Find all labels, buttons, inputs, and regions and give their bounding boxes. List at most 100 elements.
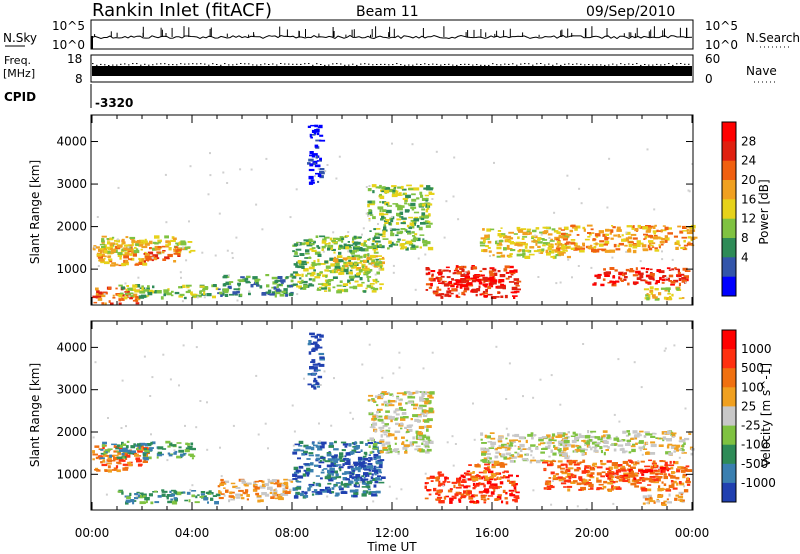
range-gate-cell xyxy=(442,480,446,484)
range-gate-cell xyxy=(440,295,444,299)
range-gate-cell xyxy=(550,436,555,440)
range-gate-cell xyxy=(187,289,191,292)
range-gate-cell xyxy=(330,424,333,427)
range-gate-cell xyxy=(571,226,575,229)
range-gate-cell xyxy=(407,401,414,404)
range-gate-cell xyxy=(261,492,267,496)
range-gate-cell xyxy=(658,466,664,470)
range-gate-cell xyxy=(100,250,103,254)
range-gate-cell xyxy=(328,282,331,286)
range-gate-cell xyxy=(115,287,118,290)
range-gate-cell xyxy=(553,211,556,214)
range-gate-cell xyxy=(639,476,645,480)
range-gate-cell xyxy=(338,457,343,460)
range-gate-cell xyxy=(288,292,294,296)
range-gate-cell xyxy=(428,286,433,289)
range-gate-cell xyxy=(291,404,294,407)
range-gate-cell xyxy=(581,440,585,442)
range-gate-cell xyxy=(489,476,495,479)
range-gate-cell xyxy=(684,281,687,284)
range-gate-cell xyxy=(662,436,667,440)
range-gate-cell xyxy=(671,268,675,271)
range-gate-cell xyxy=(174,491,179,495)
range-gate-cell xyxy=(464,275,470,279)
range-gate-cell xyxy=(306,467,311,472)
range-gate-cell xyxy=(425,440,429,444)
range-gate-cell xyxy=(100,449,104,451)
range-gate-cell xyxy=(232,485,238,489)
range-gate-cell xyxy=(668,473,671,476)
range-gate-cell xyxy=(400,408,407,411)
range-gate-cell xyxy=(373,400,377,403)
range-gate-cell xyxy=(487,293,493,296)
range-gate-cell xyxy=(602,430,608,433)
range-gate-cell xyxy=(625,231,628,234)
range-gate-cell xyxy=(371,259,375,263)
range-gate-cell xyxy=(328,288,331,292)
range-gate-cell xyxy=(540,451,545,454)
colorbar-tick-label: 100 xyxy=(741,380,764,394)
range-gate-cell xyxy=(172,237,177,240)
range-gate-cell xyxy=(322,238,327,242)
nave-point xyxy=(280,63,282,64)
range-gate-cell xyxy=(174,246,179,249)
range-gate-cell xyxy=(326,474,332,478)
range-gate-cell xyxy=(180,240,186,243)
range-gate-cell xyxy=(366,481,372,485)
range-gate-cell xyxy=(443,236,446,239)
range-gate-cell xyxy=(174,291,180,295)
range-gate-cell xyxy=(525,439,528,444)
range-gate-cell xyxy=(309,163,314,167)
range-gate-cell xyxy=(461,279,466,284)
range-gate-cell xyxy=(259,285,263,289)
range-gate-cell xyxy=(496,463,502,466)
range-gate-cell xyxy=(622,478,626,481)
range-gate-cell xyxy=(667,227,672,230)
range-gate-cell xyxy=(128,258,133,260)
range-gate-cell xyxy=(402,416,409,419)
range-gate-cell xyxy=(598,483,604,486)
nave-point xyxy=(124,63,126,65)
range-gate-cell xyxy=(364,452,368,456)
range-gate-cell xyxy=(545,249,549,253)
range-gate-cell xyxy=(107,457,112,459)
range-gate-cell xyxy=(122,241,126,245)
range-gate-cell xyxy=(277,276,283,279)
range-gate-cell xyxy=(405,247,409,251)
range-gate-cell xyxy=(635,267,638,271)
nave-point xyxy=(684,63,686,65)
nave-point xyxy=(256,64,258,66)
range-gate-cell xyxy=(546,434,551,438)
range-gate-cell xyxy=(130,257,135,261)
nave-point xyxy=(408,64,410,66)
range-gate-cell xyxy=(203,291,206,295)
range-gate-cell xyxy=(252,283,258,286)
nave-point xyxy=(316,63,318,65)
range-gate-cell xyxy=(371,264,374,266)
range-gate-cell xyxy=(419,396,424,400)
time-tick-labels: 00:00 04:00 08:00 12:00 16:00 20:00 00:00 xyxy=(75,526,710,540)
range-gate-cell xyxy=(471,279,477,283)
range-gate-cell xyxy=(141,245,148,249)
range-gate-cell xyxy=(647,477,652,481)
range-gate-cell xyxy=(284,485,289,488)
range-gate-cell xyxy=(435,294,442,297)
range-gate-cell xyxy=(415,430,419,434)
range-gate-cell xyxy=(290,279,294,283)
range-gate-cell xyxy=(343,262,349,266)
range-gate-cell xyxy=(379,450,384,454)
nave-point xyxy=(464,63,466,65)
range-gate-cell xyxy=(411,198,417,202)
range-gate-cell xyxy=(327,247,331,251)
range-gate-cell xyxy=(565,233,572,236)
range-gate-cell xyxy=(480,274,485,277)
range-gate-cell xyxy=(573,247,577,250)
range-gate-cell xyxy=(300,449,305,452)
range-gate-cell xyxy=(421,197,427,201)
range-gate-cell xyxy=(420,194,424,198)
nave-point xyxy=(336,63,338,65)
nave-point xyxy=(352,63,354,65)
range-gate-cell xyxy=(186,491,191,495)
range-gate-cell xyxy=(336,255,343,258)
nsky-tick-bottom: 10^0 xyxy=(52,38,85,52)
